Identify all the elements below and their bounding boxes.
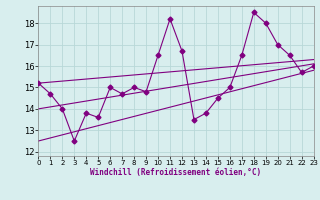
X-axis label: Windchill (Refroidissement éolien,°C): Windchill (Refroidissement éolien,°C): [91, 168, 261, 177]
